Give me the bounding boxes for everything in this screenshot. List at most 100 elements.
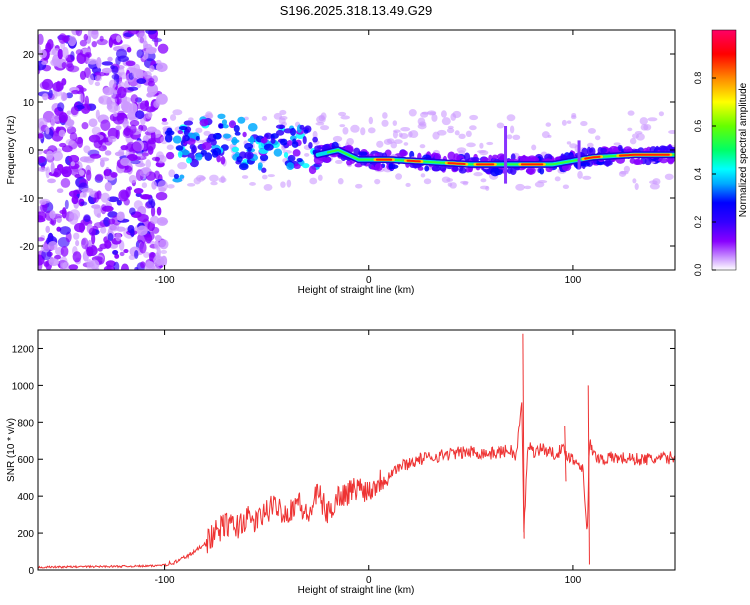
- spectrogram-cell: [71, 106, 79, 115]
- spectrogram-cell: [507, 114, 516, 121]
- spectrogram-cell: [469, 125, 477, 130]
- spectrogram-cell: [80, 40, 87, 47]
- spectrogram-cell: [156, 94, 168, 105]
- spectrogram-cell: [127, 87, 138, 91]
- spectrogram-cell: [156, 257, 164, 265]
- spectrogram-band-cell: [424, 165, 429, 171]
- spectrogram-cell: [123, 249, 128, 253]
- spectrogram-cell: [79, 222, 85, 233]
- spectrogram-band-cell: [645, 158, 652, 166]
- spectrogram-cell: [145, 159, 151, 168]
- spectrogram-cell: [92, 127, 101, 136]
- spectrogram-band-cell: [471, 157, 480, 161]
- spectrogram-cell: [136, 78, 146, 84]
- spectrogram-cell: [66, 139, 75, 145]
- spectrogram-cell: [85, 96, 89, 107]
- spectrogram-cell: [49, 210, 55, 218]
- spectrogram-cell: [355, 184, 362, 189]
- spectrogram-cell: [582, 176, 591, 180]
- spectrogram-cell: [105, 150, 112, 155]
- spectrogram-cell: [159, 239, 168, 249]
- spectrogram-cell: [143, 71, 151, 79]
- spectrogram-cell: [60, 226, 71, 235]
- spectrogram-cell: [42, 93, 48, 100]
- colorbar-tick-label: 0.4: [693, 168, 703, 181]
- spectrogram-band-cell: [242, 132, 246, 137]
- spectrogram-band-cell: [165, 134, 173, 143]
- spectrogram-cell: [56, 218, 61, 223]
- spectrogram-cell: [59, 143, 66, 147]
- spectrogram-cell: [280, 181, 285, 188]
- spectrogram-cell: [659, 111, 664, 116]
- spectrogram-cell: [342, 127, 348, 135]
- spectrogram-cell: [81, 188, 93, 193]
- spectrogram-cell: [58, 33, 67, 44]
- spectrogram-cell: [111, 66, 118, 74]
- spectrogram-cell: [61, 178, 71, 188]
- spectrogram-cell: [162, 118, 167, 122]
- spectrogram-cell: [117, 111, 125, 118]
- spectrogram-ytick-label: 10: [23, 98, 35, 109]
- spectrogram-cell: [92, 41, 97, 47]
- spectrogram-band-cell: [459, 167, 467, 173]
- spectrogram-cell: [109, 37, 113, 48]
- spectrogram-cell: [126, 61, 136, 67]
- spectrogram-cell: [137, 49, 144, 58]
- spectrogram-cell: [96, 110, 100, 120]
- spectrogram-cell: [507, 134, 513, 139]
- spectrogram-cell: [512, 135, 520, 140]
- spectrogram-cell: [155, 157, 160, 162]
- spectrogram-cell: [70, 51, 74, 61]
- spectrogram-cell: [46, 150, 53, 160]
- spectrogram-cell: [76, 25, 83, 36]
- spectrogram-cell: [391, 142, 397, 149]
- spectrogram-ytick-label: 20: [23, 50, 35, 61]
- spectrogram-cell: [316, 122, 325, 125]
- spectrogram-band-cell: [302, 163, 310, 168]
- spectrogram-band-cell: [213, 133, 222, 140]
- spectrogram-band-cell: [299, 125, 304, 130]
- spectrogram-cell: [419, 121, 427, 126]
- spectrogram-cell: [442, 176, 451, 182]
- spectrogram-cell: [287, 180, 292, 188]
- spectrogram-cell: [116, 35, 121, 42]
- spectrogram-band-cell: [270, 138, 275, 144]
- spectrogram-cell: [115, 233, 121, 242]
- spectrogram-cell: [51, 162, 55, 174]
- spectrogram-cell: [94, 192, 99, 199]
- spectrogram-cell: [524, 186, 531, 189]
- spectrogram-cell: [157, 180, 167, 191]
- spectrogram-cell: [145, 28, 157, 35]
- spectrogram-cell: [531, 144, 536, 150]
- spectrogram-cell: [567, 141, 571, 144]
- colorbar-gradient: [712, 30, 736, 270]
- spectrogram-cell: [151, 199, 155, 208]
- spectrogram-band-cell: [234, 125, 240, 132]
- spectrogram-cell: [100, 157, 109, 161]
- spectrogram-cell: [86, 259, 92, 268]
- spectrogram-band-cell: [221, 156, 226, 165]
- spectrogram-cell: [65, 200, 69, 209]
- spectrogram-band-cell: [280, 139, 288, 146]
- spectrogram-band-cell: [181, 150, 190, 155]
- spectrogram-cell: [571, 115, 577, 119]
- spectrogram-cell: [421, 173, 426, 177]
- spectrogram-cell: [462, 181, 468, 185]
- spectrogram-cell: [455, 130, 460, 135]
- spectrogram-cell: [83, 145, 90, 153]
- spectrogram-cell: [177, 162, 187, 169]
- spectrogram-cell: [279, 117, 286, 124]
- spectrogram-band-cell: [276, 124, 285, 128]
- spectrogram-cell: [156, 63, 168, 73]
- spectrogram-cell: [131, 94, 139, 103]
- spectrogram-cell: [469, 115, 478, 120]
- spectrogram-cell: [35, 218, 46, 223]
- spectrogram-cell: [154, 240, 159, 250]
- spectrogram-cell: [50, 59, 61, 67]
- colorbar: 0.00.20.40.60.8 Normalized spectral ampl…: [693, 30, 749, 276]
- spectrogram-cell: [107, 264, 112, 272]
- spectrogram-band-cell: [204, 152, 212, 161]
- spectrogram-cell: [131, 142, 142, 154]
- spectrogram-cell: [129, 207, 136, 215]
- spectrogram-band-cell: [659, 145, 666, 151]
